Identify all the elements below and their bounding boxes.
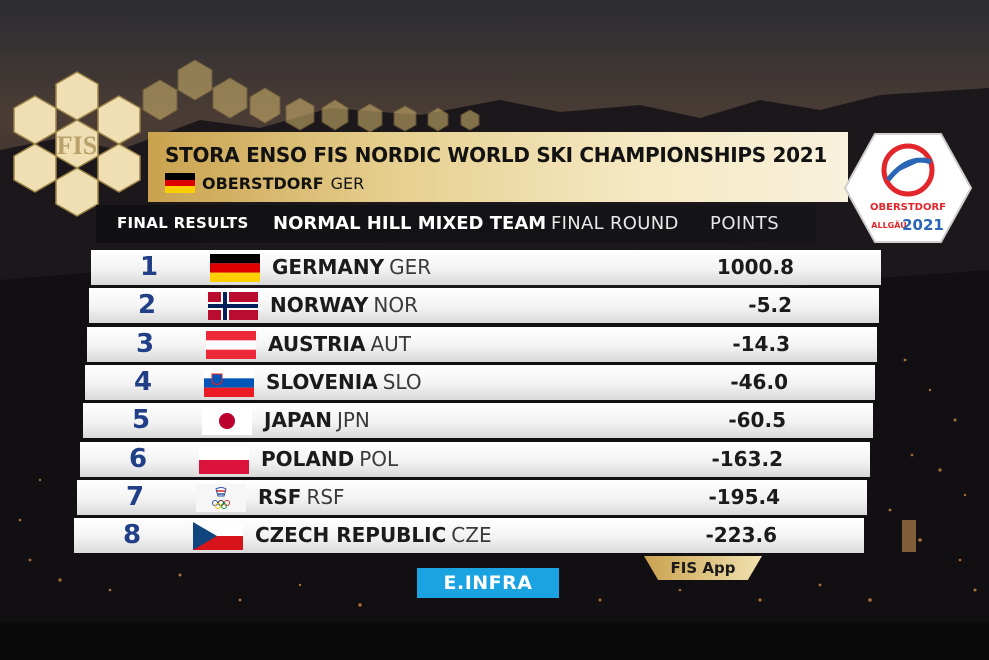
team-points: 1000.8: [716, 255, 794, 279]
czech-flag-icon: [193, 522, 243, 550]
country-code: GER: [389, 255, 432, 279]
country-name: GERMANY: [272, 255, 385, 279]
rank-number: 3: [135, 329, 155, 359]
team-points: -163.2: [711, 447, 783, 471]
points-column-header: POINTS: [710, 213, 780, 234]
event-name: NORMAL HILL MIXED TEAM: [273, 213, 547, 234]
fis-logo-text: FIS: [57, 131, 97, 160]
team-name: SLOVENIA SLO: [266, 365, 422, 400]
germany-flag-icon: [210, 254, 260, 282]
table-row: 1 GERMANY GER 1000.8: [91, 250, 881, 285]
table-row: 4 SLOVENIA SLO -46.0: [85, 365, 875, 400]
venue-name: OBERSTDORF: [202, 173, 324, 193]
event-logo-city: OBERSTDORF: [870, 202, 946, 213]
team-points: -14.3: [732, 332, 790, 356]
rank-number: 7: [125, 482, 145, 512]
japan-flag-icon: [202, 407, 252, 435]
country-code: RSF: [306, 485, 345, 509]
team-name: POLAND POL: [261, 442, 398, 477]
table-row: 2 NORWAY NOR -5.2: [89, 288, 879, 323]
country-name: NORWAY: [270, 293, 369, 317]
team-name: NORWAY NOR: [270, 288, 418, 323]
oberstdorf-2021-logo: OBERSTDORF ALLGÄU 2021: [843, 133, 973, 243]
team-name: JAPAN JPN: [264, 403, 370, 438]
rank-number: 6: [128, 444, 148, 474]
rank-number: 1: [139, 252, 159, 282]
venue-row: OBERSTDORF GER: [165, 172, 364, 194]
germany-flag-icon: [165, 173, 195, 194]
country-name: SLOVENIA: [266, 370, 378, 394]
country-code: SLO: [382, 370, 422, 394]
rank-number: 2: [137, 290, 157, 320]
team-points: -60.5: [728, 408, 786, 432]
country-name: RSF: [258, 485, 302, 509]
table-row: 5 JAPAN JPN -60.5: [83, 403, 873, 438]
championship-header: STORA ENSO FIS NORDIC WORLD SKI CHAMPION…: [148, 132, 848, 202]
final-results-label: FINAL RESULTS: [117, 214, 249, 232]
team-name: CZECH REPUBLIC CZE: [255, 518, 492, 553]
sponsor-logo-einfra: E.INFRA: [417, 568, 559, 598]
table-row: 6 POLAND POL -163.2: [80, 442, 870, 477]
country-name: POLAND: [261, 447, 355, 471]
bottom-letterbox-bar: [0, 622, 989, 660]
team-points: -195.4: [708, 485, 780, 509]
round-label: FINAL ROUND: [551, 213, 679, 234]
rank-number: 4: [133, 367, 153, 397]
norway-flag-icon: [208, 292, 258, 320]
country-code: AUT: [370, 332, 412, 356]
poland-flag-icon: [199, 446, 249, 474]
team-name: GERMANY GER: [272, 250, 431, 285]
team-points: -223.6: [705, 523, 777, 547]
team-points: -5.2: [748, 293, 792, 317]
rsf-emblem-icon: [196, 484, 246, 512]
sponsor-name: E.INFRA: [443, 572, 533, 594]
country-code: JPN: [336, 408, 370, 432]
table-row: 3 AUSTRIA AUT -14.3: [87, 327, 877, 362]
event-logo-year: 2021: [902, 216, 944, 234]
hexagon-pattern-decoration: [142, 59, 480, 133]
event-logo-region: ALLGÄU: [871, 220, 906, 230]
rank-number: 8: [122, 520, 142, 550]
fis-app-tag: FIS App: [644, 556, 762, 580]
rank-number: 5: [131, 405, 151, 435]
country-name: AUSTRIA: [268, 332, 366, 356]
table-row: 7 RSF RSF -195.4: [77, 480, 867, 515]
team-name: RSF RSF: [258, 480, 345, 515]
country-code: NOR: [373, 293, 418, 317]
country-code: POL: [359, 447, 399, 471]
country-code: CZE: [451, 523, 492, 547]
championship-title: STORA ENSO FIS NORDIC WORLD SKI CHAMPION…: [165, 143, 827, 167]
venue-country-code: GER: [330, 173, 365, 193]
austria-flag-icon: [206, 331, 256, 359]
table-row: 8 CZECH REPUBLIC CZE -223.6: [74, 518, 864, 553]
fis-snowflake-logo: FIS: [13, 71, 141, 217]
team-name: AUSTRIA AUT: [268, 327, 411, 362]
country-name: JAPAN: [264, 408, 332, 432]
team-points: -46.0: [730, 370, 788, 394]
country-name: CZECH REPUBLIC: [255, 523, 447, 547]
slovenia-flag-icon: [204, 369, 254, 397]
results-subheader: FINAL RESULTS NORMAL HILL MIXED TEAM FIN…: [96, 205, 816, 243]
